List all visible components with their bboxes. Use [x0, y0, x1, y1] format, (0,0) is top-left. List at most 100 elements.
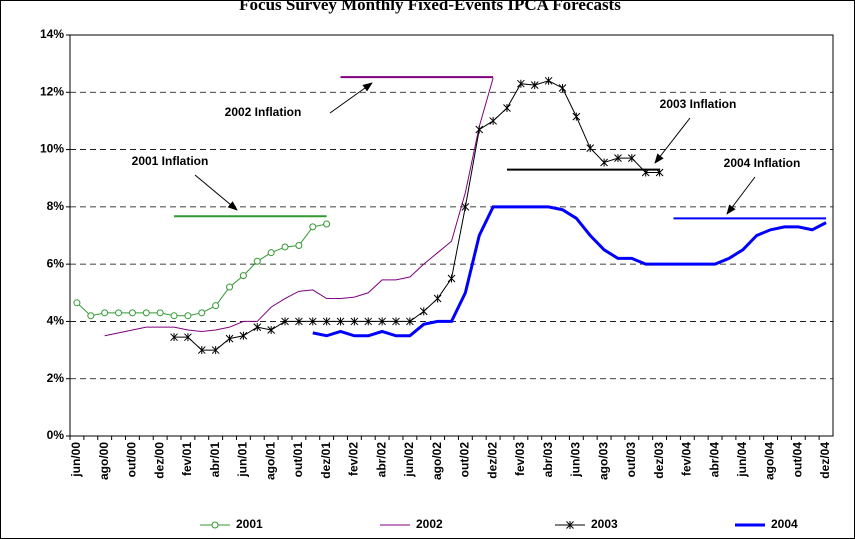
x-tick-label: ago/02: [430, 442, 444, 480]
y-tick-label: 12%: [40, 84, 64, 98]
point: [308, 317, 317, 326]
point: [655, 168, 664, 177]
y-tick-label: 14%: [40, 27, 64, 41]
legend-label: 2004: [771, 517, 798, 531]
point: [225, 334, 234, 343]
x-tick-label: dez/02: [485, 442, 499, 479]
point: [267, 249, 275, 257]
x-tick-label: out/04: [790, 442, 804, 478]
x-tick-label: jun/04: [735, 442, 749, 478]
x-tick-label: dez/04: [818, 442, 832, 479]
x-tick-label: jun/03: [569, 442, 583, 478]
point: [239, 331, 248, 340]
point: [156, 309, 164, 317]
x-tick-label: fev/02: [347, 442, 361, 476]
point: [281, 243, 289, 251]
annotation-label: 2001 Inflation: [132, 154, 209, 168]
point: [170, 333, 178, 342]
annotation-arrow: [194, 174, 238, 211]
point: [87, 312, 95, 320]
point: [323, 220, 331, 228]
point: [558, 83, 567, 92]
point: [295, 317, 303, 326]
point: [489, 116, 497, 125]
point: [212, 302, 220, 310]
y-tick-label: 0%: [47, 428, 65, 442]
point: [198, 309, 206, 317]
point: [211, 346, 220, 355]
point: [433, 294, 442, 303]
x-tick-label: out/03: [624, 442, 638, 478]
point: [295, 242, 303, 250]
point: [281, 317, 289, 326]
y-tick-label: 2%: [47, 371, 65, 385]
series-line: [104, 77, 494, 337]
x-tick-label: out/02: [458, 442, 472, 478]
point: [364, 317, 373, 326]
point: [544, 76, 553, 85]
point: [253, 323, 262, 332]
annotation-arrow: [329, 82, 373, 114]
point: [461, 202, 470, 211]
x-tick-label: fev/01: [180, 442, 194, 476]
x-tick-label: abr/04: [707, 442, 721, 478]
point: [197, 346, 206, 355]
point: [115, 309, 123, 317]
chart-title: Focus Survey Monthly Fixed-Events IPCA F…: [239, 0, 621, 14]
legend-label: 2002: [416, 517, 443, 531]
x-tick-label: jun/01: [236, 442, 250, 478]
point: [600, 158, 608, 167]
x-tick-label: fev/04: [680, 442, 694, 476]
x-tick-label: ago/01: [263, 442, 277, 480]
y-tick-label: 6%: [47, 256, 65, 270]
legend-label: 2003: [591, 517, 618, 531]
y-tick-label: 8%: [47, 199, 65, 213]
x-tick-label: abr/01: [208, 442, 222, 478]
series-line: [312, 205, 827, 338]
x-tick-label: ago/03: [596, 442, 610, 480]
point: [641, 168, 650, 177]
point: [614, 154, 622, 163]
x-tick-label: out/01: [291, 442, 305, 478]
point: [184, 312, 192, 320]
x-tick-label: dez/01: [319, 442, 333, 479]
point: [322, 317, 331, 326]
x-tick-label: abr/02: [374, 442, 388, 478]
plot-frame: [69, 34, 834, 437]
x-tick-label: jun/02: [402, 442, 416, 478]
x-tick-label: ago/00: [97, 442, 111, 480]
point: [627, 154, 636, 163]
point: [447, 274, 456, 283]
annotation-label: 2003 Inflation: [660, 97, 737, 111]
point: [530, 81, 539, 90]
point: [336, 317, 345, 326]
point: [406, 317, 414, 326]
point: [419, 307, 428, 316]
legend-marker: [566, 521, 574, 529]
point: [128, 309, 136, 317]
x-tick-label: ago/04: [763, 442, 777, 480]
x-tick-label: dez/03: [652, 442, 666, 479]
y-tick-label: 10%: [40, 142, 64, 156]
point: [239, 272, 247, 280]
point: [475, 125, 484, 134]
point: [267, 326, 276, 335]
x-tick-label: out/00: [125, 442, 139, 478]
point: [503, 104, 511, 113]
annotation-label: 2002 Inflation: [225, 105, 302, 119]
point: [170, 312, 178, 320]
point: [309, 223, 317, 231]
point: [572, 112, 581, 121]
series-line: [174, 80, 660, 351]
y-tick-label: 4%: [47, 314, 65, 328]
annotation-arrow: [726, 176, 756, 215]
x-tick-label: abr/03: [541, 442, 555, 478]
legend-marker: [211, 521, 219, 529]
point: [253, 257, 261, 265]
annotation-label: 2004 Inflation: [724, 156, 801, 170]
x-tick-label: jun/00: [69, 442, 83, 478]
legend-label: 2001: [236, 517, 263, 531]
point: [101, 309, 109, 317]
